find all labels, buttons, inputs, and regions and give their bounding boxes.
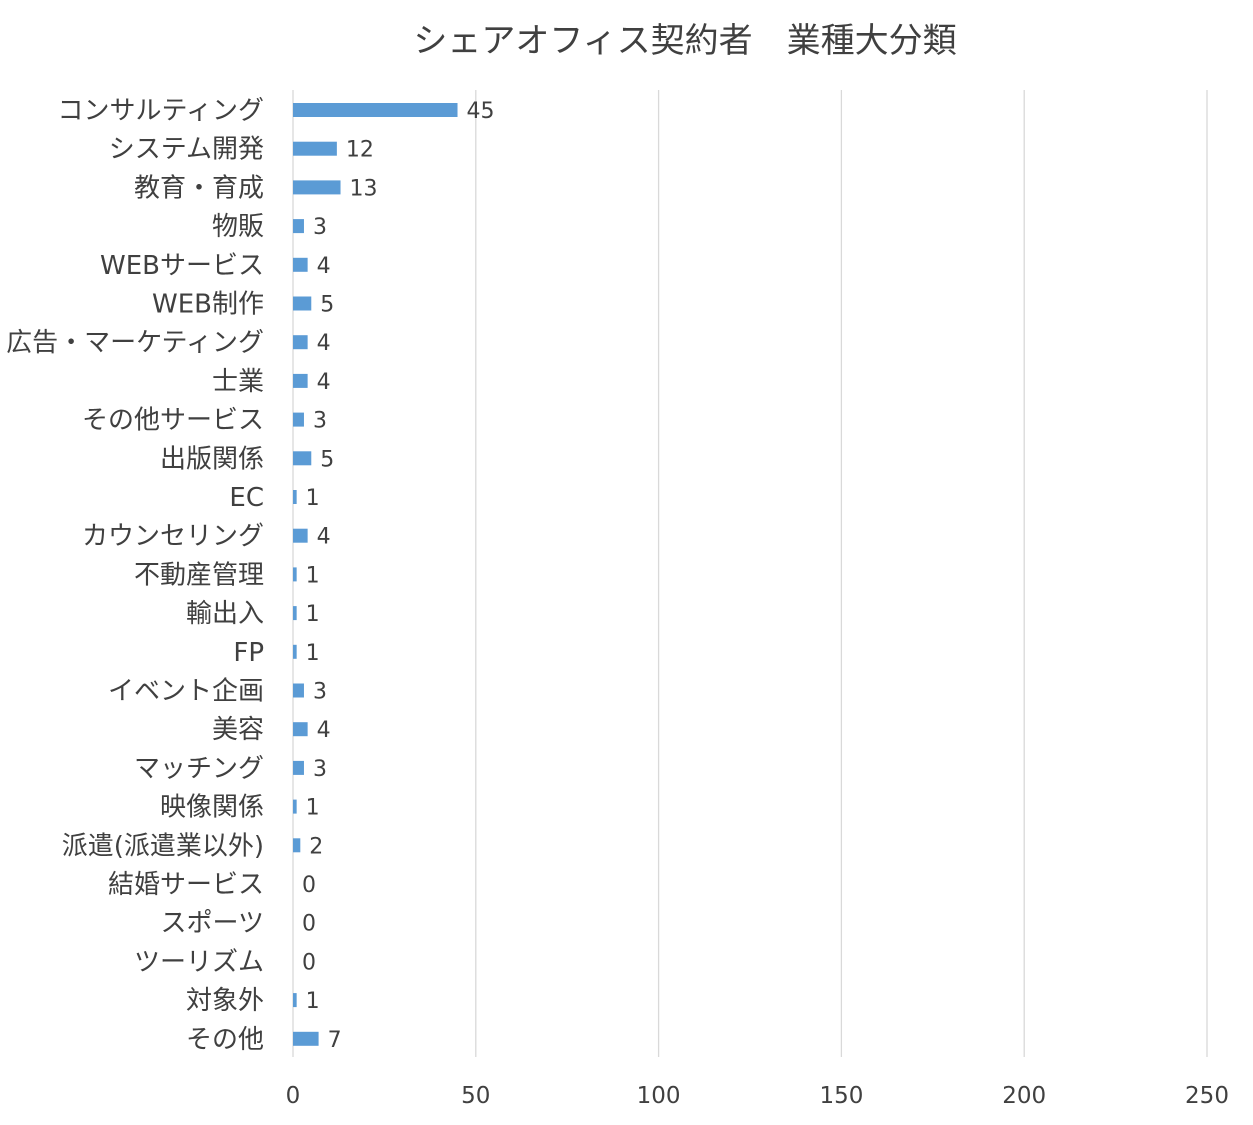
category-label: コンサルティング [58,96,264,126]
category-label: ツーリズム [134,947,264,977]
x-tick-label: 150 [819,1083,863,1109]
data-label: 0 [302,873,316,898]
bar [293,838,301,853]
category-label: スポーツ [161,909,264,939]
data-label: 1 [306,486,320,511]
bar [293,644,297,659]
category-label: 派遣(派遣業以外) [62,831,264,861]
data-label: 5 [320,293,334,318]
data-label: 0 [302,950,316,975]
bar [293,683,304,698]
bar [293,219,304,234]
data-label: 3 [313,757,327,782]
category-label: マッチング [134,754,264,784]
category-label: EC [229,483,264,513]
category-label: FP [233,638,264,668]
bar [293,993,297,1008]
data-label: 2 [309,834,323,859]
bar [293,180,341,195]
bar [293,1031,319,1046]
bar [293,373,308,388]
category-label: 教育・育成 [134,173,264,203]
x-tick-label: 250 [1185,1083,1229,1109]
bar [293,528,308,543]
bar [293,335,308,350]
category-label: 出版関係 [160,444,264,474]
data-label: 4 [317,331,331,356]
data-label: 1 [306,563,320,588]
bar [293,490,297,504]
bar [293,606,297,621]
category-label: イベント企画 [108,677,264,707]
category-label: WEB制作 [152,290,264,320]
bar [293,722,308,737]
bar [293,103,458,117]
data-label: 4 [317,370,331,395]
data-label: 1 [306,602,320,627]
data-label: 4 [317,525,331,550]
data-label: 7 [328,1028,342,1053]
category-label: 対象外 [186,986,264,1016]
category-label: WEBサービス [100,251,264,281]
category-label: システム開発 [109,135,264,165]
bar [293,141,337,156]
bar [293,567,297,582]
data-label: 0 [302,912,316,937]
bar [293,451,312,466]
bar [293,760,304,775]
category-label: 映像関係 [160,793,264,823]
x-axis-ticks: 0 50 100 150 200 250 [286,1083,1229,1109]
data-label: 3 [313,680,327,705]
data-label: 1 [306,796,320,821]
x-tick-label: 50 [461,1083,490,1109]
bar [293,799,297,814]
data-label: 3 [313,215,327,240]
data-label: 4 [317,718,331,743]
category-label: その他サービス [82,406,264,436]
category-label: その他 [186,1025,264,1055]
category-label: 物販 [212,212,264,242]
x-tick-label: 100 [637,1083,681,1109]
grid-lines [292,90,1208,1057]
data-label: 3 [313,409,327,434]
category-label: 結婚サービス [108,870,264,900]
chart-title: シェアオフィス契約者 業種大分類 [413,21,956,61]
category-label: 広告・マーケティング [6,328,264,358]
data-label: 1 [306,641,320,666]
bars [293,103,458,1046]
x-tick-label: 0 [286,1083,301,1109]
data-label: 1 [306,989,320,1014]
bar [293,296,312,311]
category-label: 輸出入 [186,599,264,629]
data-label: 45 [467,99,495,124]
category-label: 不動産管理 [134,560,264,590]
x-tick-label: 200 [1002,1083,1046,1109]
data-label: 4 [317,254,331,279]
data-label: 13 [350,176,378,201]
bar [293,257,308,272]
bar [293,412,304,427]
category-label: 士業 [212,367,264,397]
category-label: 美容 [212,715,264,745]
category-label: カウンセリング [82,522,264,552]
data-label: 5 [320,447,334,472]
data-label: 12 [346,138,374,163]
